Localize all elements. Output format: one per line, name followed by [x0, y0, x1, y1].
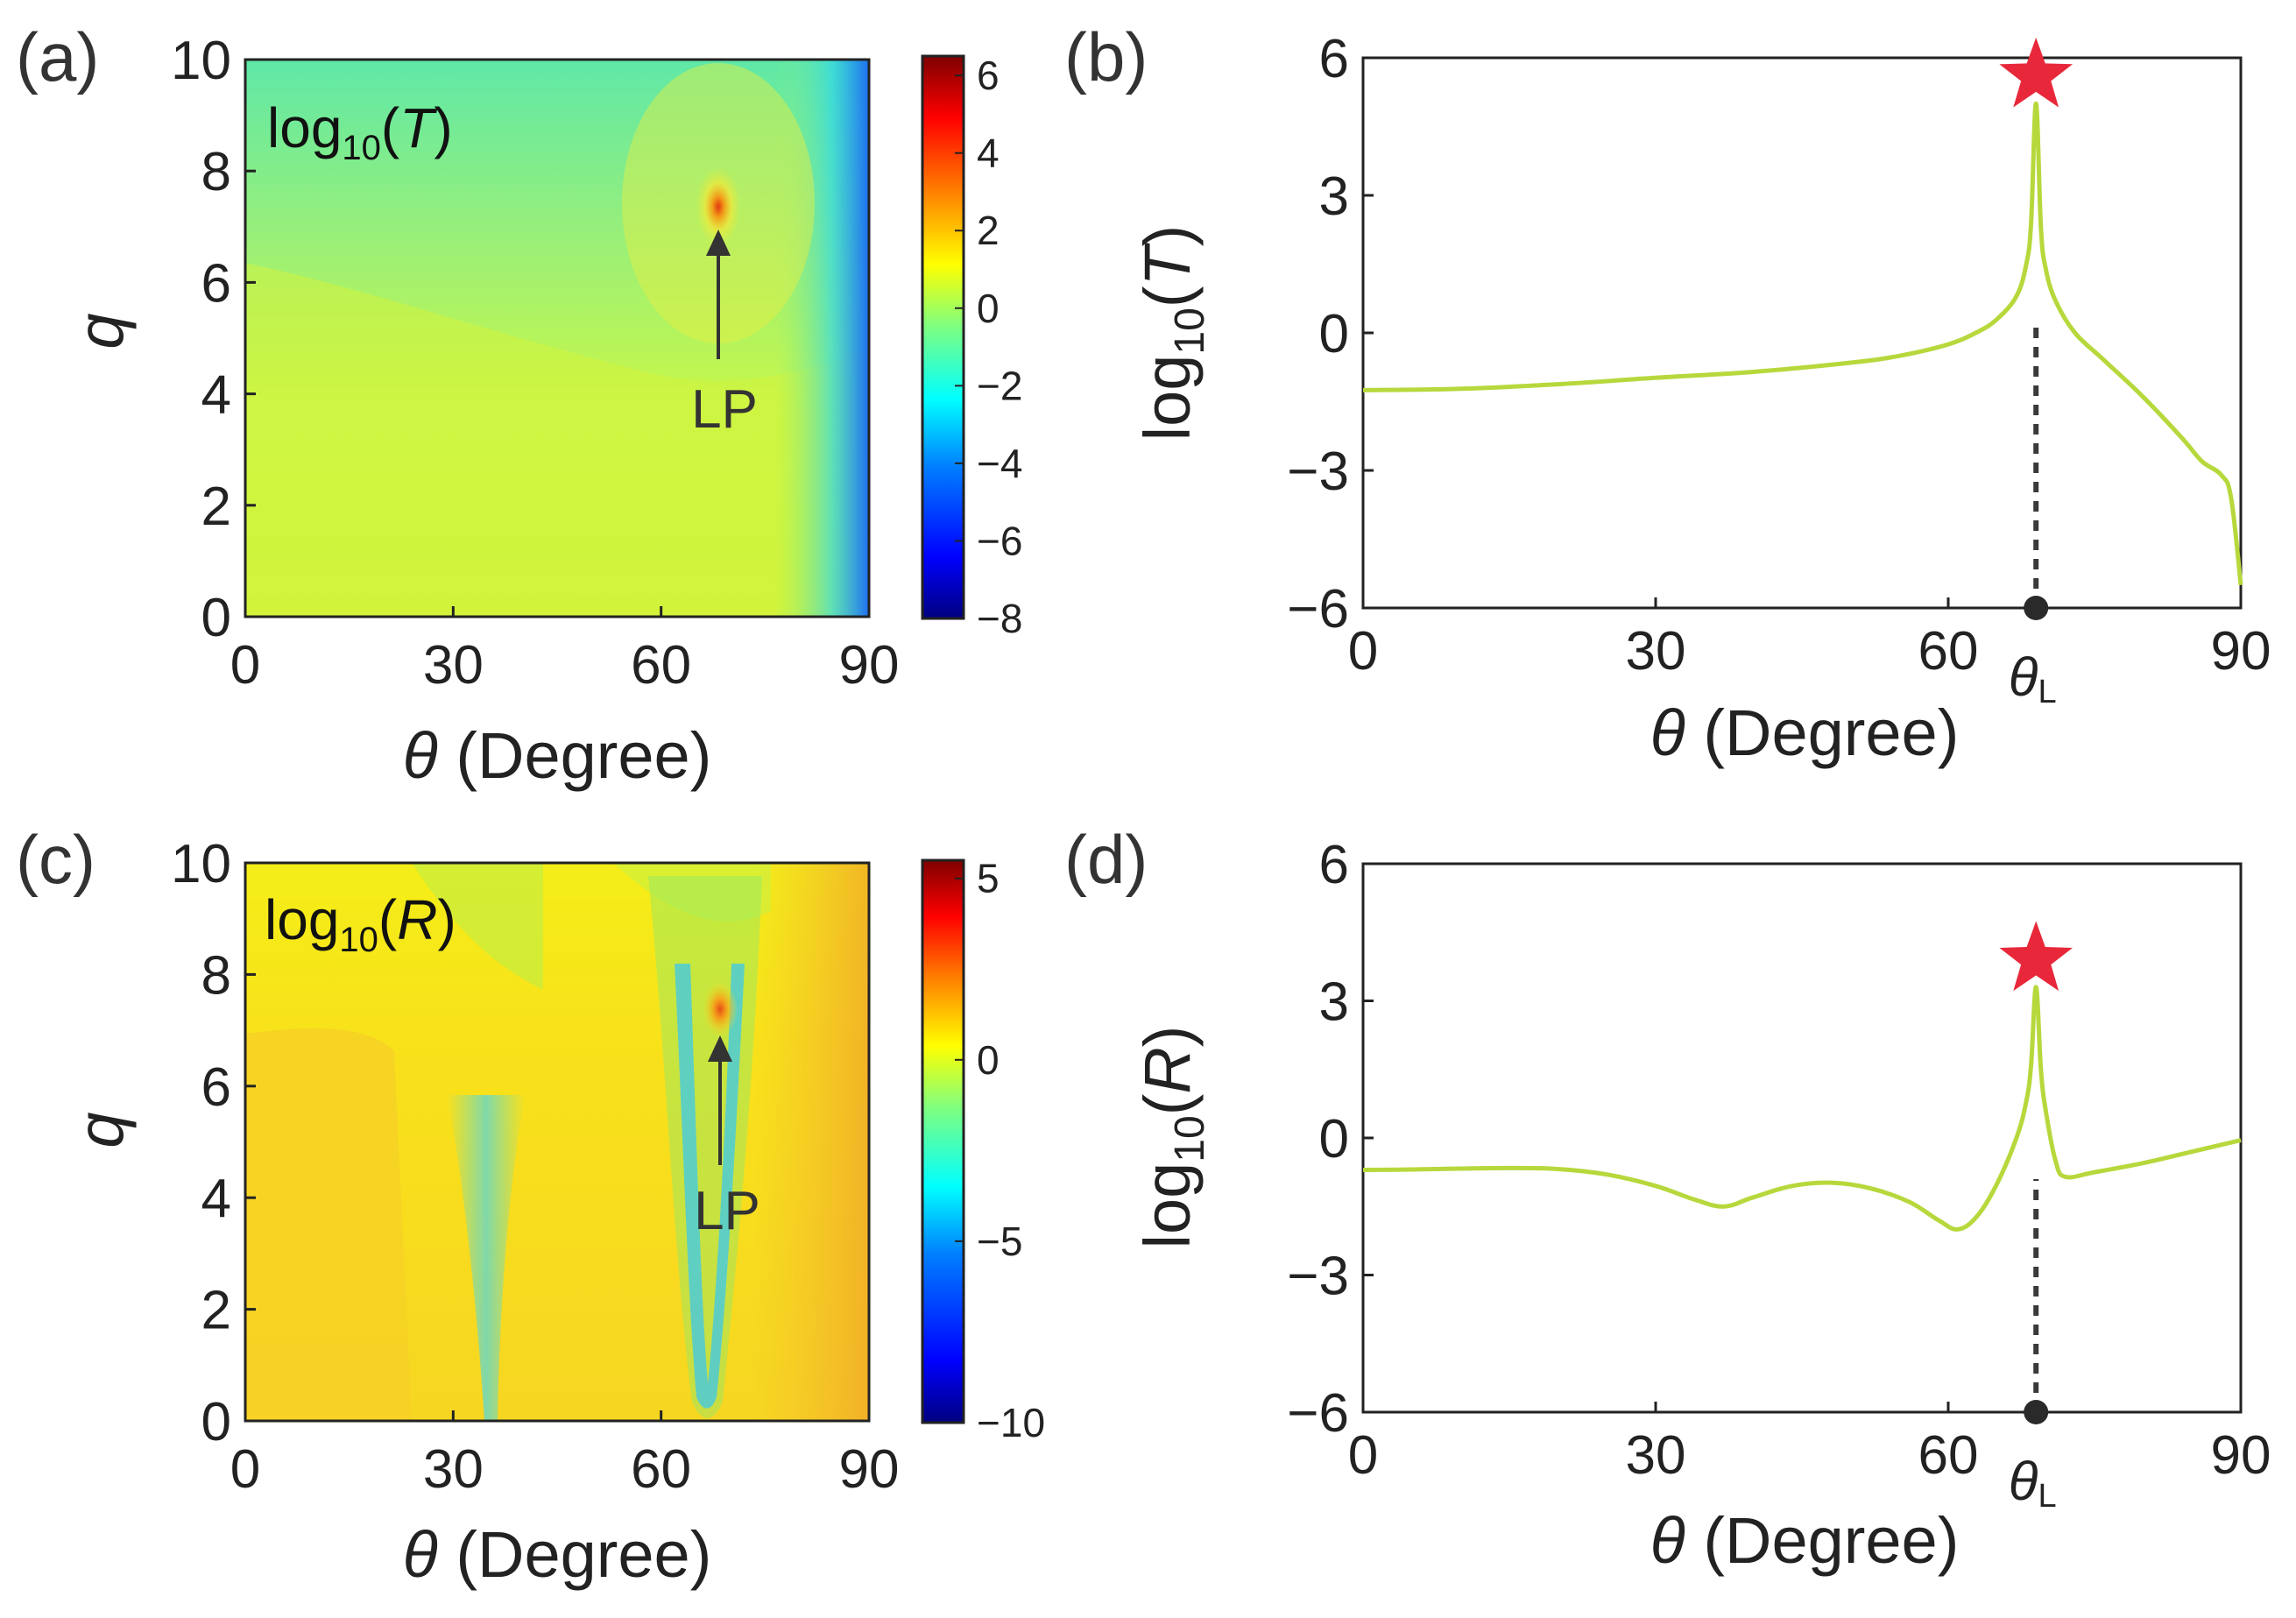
heatmap-a: [245, 60, 869, 617]
y-tick-label: −3: [1287, 442, 1349, 502]
y-tick-label: 0: [201, 588, 231, 648]
heatmap-c-ticks: 0 30 60 90 0 2 4 6 8 10: [171, 834, 899, 1500]
data-curve: [1362, 101, 2243, 586]
theta-l-dot: [2024, 596, 2049, 620]
colorbar-tick-label: 0: [977, 286, 1000, 331]
x-tick-label: 0: [230, 635, 260, 696]
y-tick-label: 6: [201, 253, 231, 314]
y-tick-label: 10: [171, 31, 231, 91]
xlabel-a: θ (Degree): [403, 719, 712, 792]
y-tick-label: 3: [1319, 166, 1349, 227]
y-tick-label: 10: [171, 834, 231, 894]
colorbar-tick-label: 2: [977, 208, 1000, 253]
colorbar-c-ticks: 5 0 −5 −10: [955, 856, 1045, 1445]
x-tick-label: 30: [423, 1439, 484, 1500]
colorbar-tick-label: −4: [977, 441, 1022, 486]
y-tick-label: −6: [1287, 1383, 1349, 1444]
theta-l-label: θL: [2009, 1452, 2057, 1515]
heatmap-c-frame: [244, 861, 871, 1423]
data-curve: [1362, 985, 2242, 1232]
xlabel-d: θ (Degree): [1650, 1504, 1960, 1577]
lp-label-c: LP: [694, 1181, 760, 1241]
ylabel-a: q: [64, 313, 137, 349]
colorbar-tick-label: −8: [977, 596, 1022, 641]
colorbar-tick-label: 5: [977, 856, 1000, 901]
ylabel-d: log10(R): [1131, 1026, 1213, 1249]
x-tick-label: 90: [839, 1439, 900, 1500]
x-tick-label: 60: [1918, 1425, 1979, 1486]
panel-c: (c) 0 30 60 90 0 2 4 6 8 10 log10(R) LP 5 0 −5 −10 θ…: [16, 821, 1045, 1591]
xlabel-b: θ (Degree): [1650, 696, 1960, 769]
y-tick-label: 2: [201, 477, 231, 537]
lp-arrowhead-a: [706, 230, 731, 256]
y-tick-label: −3: [1287, 1247, 1349, 1307]
x-tick-label: 0: [1348, 1425, 1378, 1486]
xlabel-c: θ (Degree): [403, 1518, 712, 1591]
y-tick-label: −6: [1287, 579, 1349, 639]
x-tick-label: 30: [423, 635, 484, 696]
x-tick-label: 60: [631, 635, 691, 696]
colorbar-tick-label: −2: [977, 363, 1022, 408]
lp-arrowhead-c: [708, 1035, 732, 1062]
y-tick-label: 6: [201, 1057, 231, 1118]
x-tick-label: 30: [1626, 1425, 1686, 1486]
x-tick-label: 60: [631, 1439, 691, 1500]
y-tick-label: 6: [1319, 29, 1349, 89]
y-tick-label: 0: [1319, 1109, 1349, 1169]
plot-b-frame: [1361, 56, 2243, 610]
theta-l-dot: [2024, 1400, 2049, 1424]
y-tick-label: 2: [201, 1281, 231, 1341]
peak-star: [1999, 37, 2073, 108]
y-tick-label: 8: [201, 945, 231, 1006]
plot-b-content: θL: [1362, 37, 2243, 710]
heatmap-c: [245, 863, 869, 1421]
peak-star: [1999, 921, 2073, 992]
colorbar-a-ticks: 6 4 2 0 −2 −4 −6 −8: [955, 53, 1022, 641]
colorbar-tick-label: 6: [977, 53, 1000, 98]
ylabel-c: q: [64, 1112, 137, 1148]
colorbar-tick-label: 0: [977, 1037, 1000, 1083]
ylabel-b: log10(T): [1131, 225, 1213, 442]
x-tick-label: 0: [1348, 621, 1378, 682]
y-tick-label: 8: [201, 142, 231, 202]
colorbar-c: [921, 858, 965, 1424]
panel-a: (a) 0 30 60 90 0 2 4 6 8 10 log10(T) LP 6 4 2 0 −2 −4 −…: [16, 18, 1022, 792]
y-tick-label: 3: [1319, 972, 1349, 1033]
heatmap-a-ticks: 0 30 60 90 0 2 4 6 8 10: [171, 31, 899, 696]
y-tick-label: 4: [201, 1169, 231, 1229]
colorbar-tick-label: −10: [977, 1400, 1045, 1445]
colorbar-a: [921, 54, 965, 620]
x-tick-label: 60: [1918, 621, 1979, 682]
x-tick-label: 30: [1626, 621, 1686, 682]
x-tick-label: 90: [839, 635, 900, 696]
y-tick-label: 0: [1319, 304, 1349, 364]
inset-label-c: log10(R): [265, 888, 456, 959]
x-tick-label: 90: [2211, 1425, 2271, 1486]
plot-d-content: θL: [1362, 921, 2242, 1515]
colorbar-tick-label: 4: [977, 131, 1000, 176]
panel-label-c: (c): [16, 821, 95, 898]
heatmap-a-frame: [244, 58, 871, 618]
x-tick-label: 0: [230, 1439, 260, 1500]
lp-label-a: LP: [691, 379, 758, 440]
panel-label-d: (d): [1064, 821, 1148, 898]
y-tick-label: 0: [201, 1392, 231, 1452]
plot-d-frame: [1361, 862, 2243, 1414]
panel-label-a: (a): [16, 18, 99, 95]
panel-label-b: (b): [1064, 18, 1148, 95]
inset-label-a: log10(T): [267, 96, 453, 167]
x-tick-label: 90: [2211, 621, 2271, 682]
colorbar-tick-label: −6: [977, 518, 1022, 563]
colorbar-tick-label: −5: [977, 1219, 1022, 1264]
y-tick-label: 6: [1319, 835, 1349, 895]
theta-l-label: θL: [2009, 647, 2057, 710]
y-tick-label: 4: [201, 365, 231, 426]
